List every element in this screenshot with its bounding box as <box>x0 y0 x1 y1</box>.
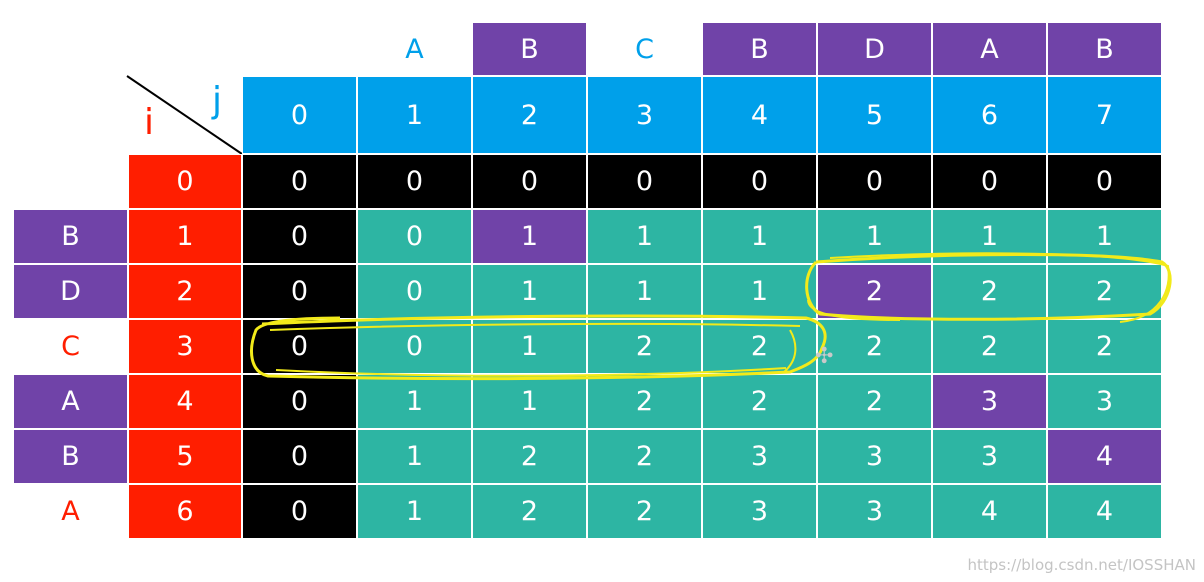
left-string-char: B <box>13 429 128 484</box>
i-index-cell: 4 <box>128 374 242 429</box>
top-string-char: C <box>635 33 654 65</box>
dp-cell: 2 <box>702 319 817 374</box>
dp-cell: 3 <box>932 374 1047 429</box>
dp-cell: 0 <box>242 154 357 209</box>
left-string-char: A <box>61 496 80 527</box>
dp-cell: 0 <box>242 484 357 539</box>
i-index-cell: 0 <box>128 154 242 209</box>
i-index-cell: 2 <box>128 264 242 319</box>
dp-cell: 1 <box>702 209 817 264</box>
top-string-char: B <box>702 22 817 76</box>
j-index-cell: 4 <box>702 76 817 154</box>
dp-cell: 3 <box>817 429 932 484</box>
dp-cell: 0 <box>357 209 472 264</box>
dp-cell: 1 <box>702 264 817 319</box>
top-string-char: A <box>405 33 424 65</box>
dp-cell: 3 <box>817 484 932 539</box>
dp-cell: 1 <box>932 209 1047 264</box>
dp-cell: 2 <box>472 429 587 484</box>
dp-cell: 2 <box>587 319 702 374</box>
dp-cell: 4 <box>1047 484 1162 539</box>
top-string-char: B <box>472 22 587 76</box>
dp-cell: 0 <box>242 429 357 484</box>
dp-cell: 1 <box>357 429 472 484</box>
dp-cell: 2 <box>1047 264 1162 319</box>
i-index-cell: 6 <box>128 484 242 539</box>
dp-cell: 0 <box>242 209 357 264</box>
dp-cell: 1 <box>472 209 587 264</box>
dp-cell: 0 <box>587 154 702 209</box>
dp-cell: 2 <box>817 319 932 374</box>
j-index-cell: 0 <box>242 76 357 154</box>
dp-cell: 0 <box>702 154 817 209</box>
dp-cell: 0 <box>472 154 587 209</box>
move-cursor-icon: ✣ <box>815 344 834 369</box>
dp-cell: 2 <box>587 429 702 484</box>
j-index-cell: 1 <box>357 76 472 154</box>
dp-cell: 2 <box>817 374 932 429</box>
dp-cell: 0 <box>817 154 932 209</box>
axis-j-label: j <box>212 80 223 121</box>
dp-cell: 0 <box>357 319 472 374</box>
top-string-char: B <box>1047 22 1162 76</box>
dp-cell: 0 <box>357 154 472 209</box>
j-index-cell: 3 <box>587 76 702 154</box>
dp-cell: 4 <box>932 484 1047 539</box>
dp-cell: 1 <box>472 264 587 319</box>
dp-cell: 2 <box>472 484 587 539</box>
dp-cell: 2 <box>587 374 702 429</box>
dp-cell: 1 <box>587 209 702 264</box>
dp-cell: 4 <box>1047 429 1162 484</box>
i-index-cell: 3 <box>128 319 242 374</box>
left-string-char: B <box>13 209 128 264</box>
left-string-char: C <box>61 331 80 362</box>
dp-cell: 0 <box>242 374 357 429</box>
dp-cell: 1 <box>472 374 587 429</box>
watermark: https://blog.csdn.net/IOSSHAN <box>967 556 1197 574</box>
dp-cell: 0 <box>242 319 357 374</box>
dp-cell: 2 <box>587 484 702 539</box>
left-string-char: A <box>13 374 128 429</box>
dp-cell: 0 <box>1047 154 1162 209</box>
j-index-cell: 5 <box>817 76 932 154</box>
dp-cell: 2 <box>932 264 1047 319</box>
dp-cell: 2 <box>702 374 817 429</box>
dp-cell: 3 <box>702 484 817 539</box>
dp-cell: 1 <box>587 264 702 319</box>
j-index-cell: 6 <box>932 76 1047 154</box>
dp-cell: 1 <box>1047 209 1162 264</box>
dp-cell: 3 <box>702 429 817 484</box>
top-string-char: D <box>817 22 932 76</box>
dp-cell: 2 <box>1047 319 1162 374</box>
dp-cell: 1 <box>357 484 472 539</box>
i-index-cell: 1 <box>128 209 242 264</box>
j-index-cell: 2 <box>472 76 587 154</box>
dp-cell: 3 <box>932 429 1047 484</box>
dp-cell: 0 <box>932 154 1047 209</box>
dp-cell: 1 <box>357 374 472 429</box>
dp-cell: 1 <box>472 319 587 374</box>
dp-cell: 0 <box>242 264 357 319</box>
axis-i-label: i <box>144 102 155 143</box>
dp-cell: 2 <box>932 319 1047 374</box>
i-index-cell: 5 <box>128 429 242 484</box>
dp-cell: 1 <box>817 209 932 264</box>
dp-cell: 0 <box>357 264 472 319</box>
j-index-cell: 7 <box>1047 76 1162 154</box>
dp-cell: 2 <box>817 264 932 319</box>
dp-cell: 3 <box>1047 374 1162 429</box>
left-string-char: D <box>13 264 128 319</box>
top-string-char: A <box>932 22 1047 76</box>
